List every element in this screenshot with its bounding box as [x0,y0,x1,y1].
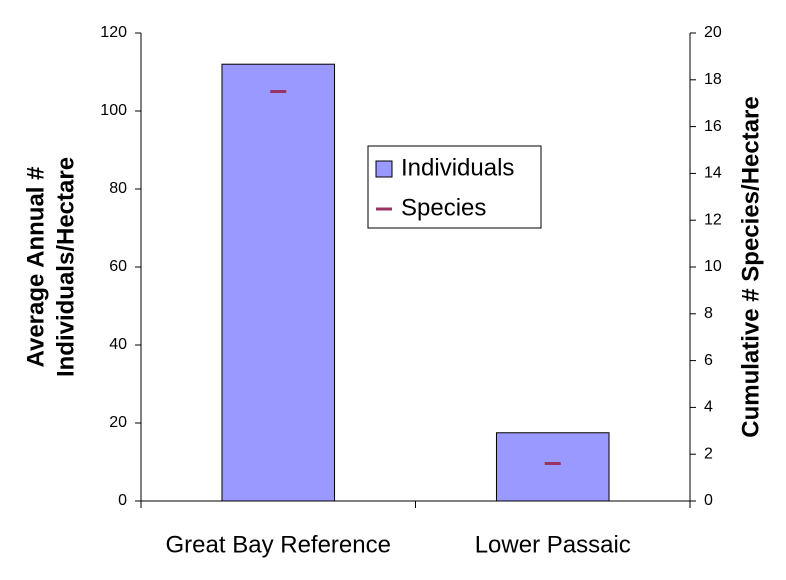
y-axis-title: Average Annual # [22,167,49,368]
legend-label: Individuals [401,154,514,181]
y2-tick-label: 14 [704,165,722,182]
bar [495,432,610,502]
y2-axis-title: Cumulative # Species/Hectare [737,96,764,438]
y-tick-label: 100 [100,102,127,119]
y-tick-label: 120 [100,24,127,41]
bar [221,63,336,502]
y2-tick-label: 6 [704,352,713,369]
x-tick-label: Great Bay Reference [166,531,391,558]
y-tick-label: 60 [109,258,127,275]
y2-tick-label: 20 [704,24,722,41]
y2-tick-label: 18 [704,71,722,88]
y-tick-label: 0 [118,492,127,509]
x-tick-label: Lower Passaic [475,531,631,558]
y2-tick-label: 8 [704,305,713,322]
y2-tick-label: 16 [704,118,722,135]
legend-box [367,145,542,229]
y-tick-label: 40 [109,336,127,353]
y2-tick-label: 2 [704,445,713,462]
y2-tick-label: 4 [704,399,713,416]
y-tick-label: 20 [109,414,127,431]
legend-swatch [375,160,393,178]
y-axis-title: Individuals/Hectare [52,157,79,377]
y2-tick-label: 10 [704,258,722,275]
legend-label: Species [401,194,486,221]
y2-tick-label: 12 [704,211,722,228]
y2-tick-label: 0 [704,492,713,509]
y-tick-label: 80 [109,180,127,197]
